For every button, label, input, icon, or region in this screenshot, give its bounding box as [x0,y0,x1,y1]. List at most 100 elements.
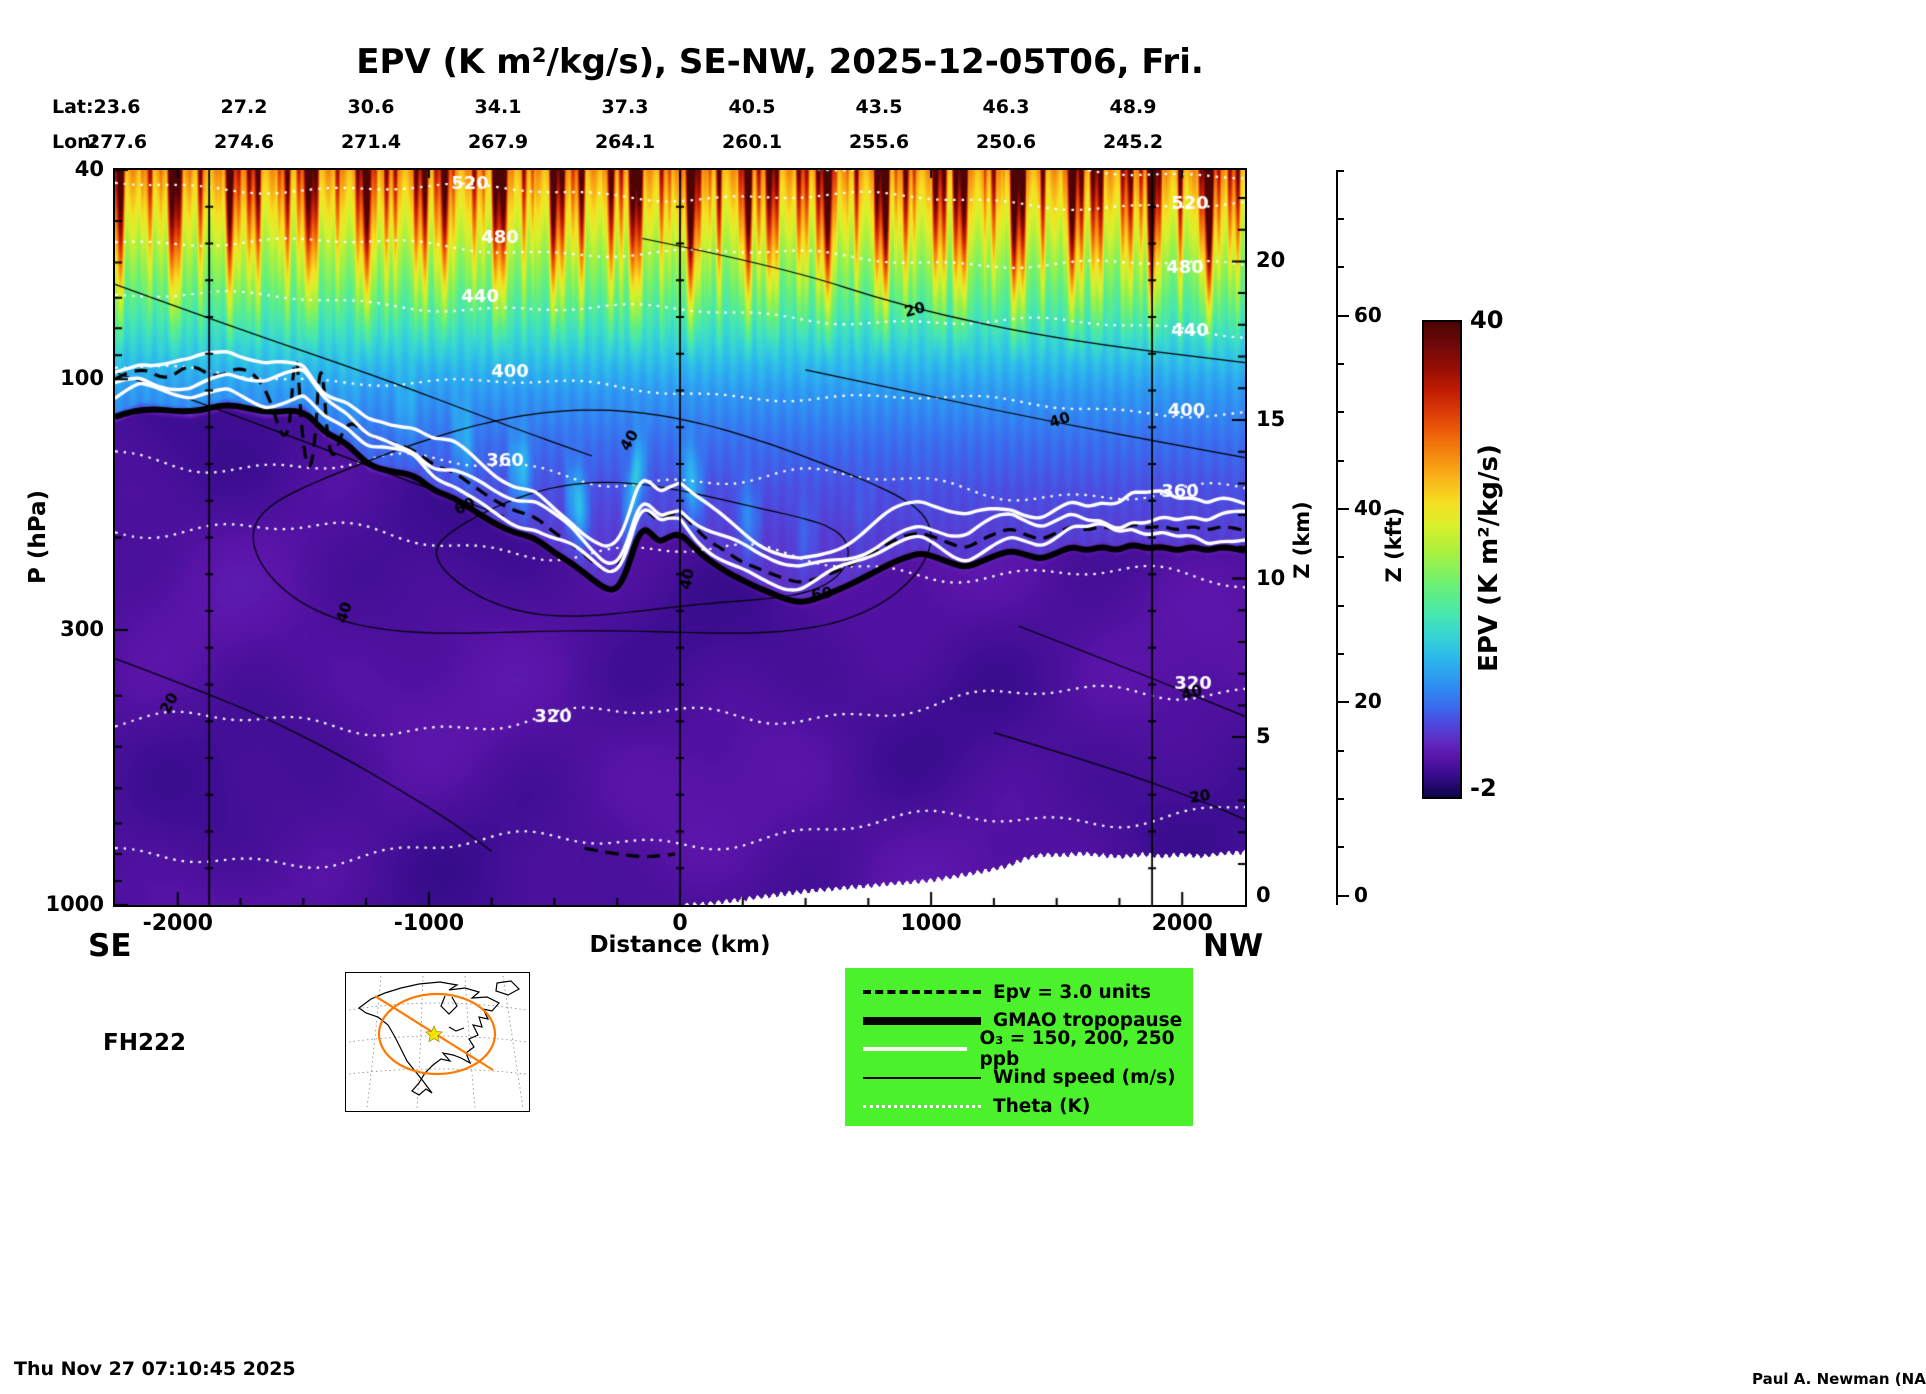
zkft-axis-line [1336,170,1338,905]
legend-item: O₃ = 150, 200, 250 ppb [863,1028,1193,1070]
lon-value: 277.6 [86,131,148,153]
zkft-tick-label: 40 [1354,496,1382,521]
zkft-tick [1338,556,1344,559]
pressure-tick-label: 1000 [45,892,104,916]
legend-line-sample [863,1047,968,1052]
lat-value: 48.9 [1109,96,1157,118]
lat-row: 23.6 27.2 30.6 34.1 37.3 40.5 43.5 46.3 48.9 [94,96,1245,120]
zkft-tick [1338,894,1349,897]
legend-line-sample [863,1104,981,1108]
pressure-tick-label: 100 [60,366,104,391]
distance-tick-label: -1000 [393,911,465,936]
center-star-icon [425,1025,443,1043]
legend-item: Theta (K) [863,1092,1193,1121]
lat-value: 37.3 [601,96,649,118]
zkm-tick-label: 0 [1256,882,1271,907]
legend: Epv = 3.0 units GMAO tropopause O₃ = 150, … [845,968,1193,1126]
zkm-axis-title: Z (km) [1290,501,1314,579]
lon-value: 271.4 [340,131,402,153]
zkft-tick [1338,604,1344,607]
zkm-tick-label: 15 [1256,406,1286,431]
lat-value: 30.6 [347,96,395,118]
colorbar [1422,320,1462,799]
zkft-tick [1338,653,1344,656]
pressure-axis-title: P (hPa) [25,489,51,585]
lon-value: 255.6 [848,131,910,153]
legend-line-sample [863,990,981,995]
lon-row: 277.6 274.6 271.4 267.9 264.1 260.1 255.6 250.6… [87,131,1245,155]
zkft-tick-label: 0 [1354,882,1368,907]
lon-prefix: Lon: [52,131,99,153]
legend-item: GMAO tropopause [863,1007,1193,1036]
zkft-tick [1338,846,1344,849]
zkft-tick [1338,363,1344,366]
lat-value: 23.6 [93,96,141,118]
run-id-label: FH222 [103,1030,186,1056]
lon-value: 250.6 [975,131,1037,153]
zkft-tick [1338,508,1349,511]
epv-heatmap-canvas [115,170,1245,905]
colorbar-min-label: -2 [1470,774,1497,802]
plot-area [113,168,1247,907]
pressure-tick-label: 300 [60,617,104,642]
zkft-tick [1338,411,1344,414]
legend-item-label: GMAO tropopause [993,1010,1183,1032]
colorbar-max-label: 40 [1470,306,1504,334]
legend-item: Wind speed (m/s) [863,1064,1193,1093]
zkft-tick [1338,749,1344,752]
zkft-axis: 0 20 40 60 [1336,169,1416,907]
lat-prefix: Lat: [52,96,94,118]
se-endpoint-label: SE [88,928,132,964]
zkft-tick-label: 60 [1354,302,1382,327]
cross-section-ellipse [377,992,497,1076]
map-inset [345,972,530,1112]
lat-value: 43.5 [855,96,903,118]
lon-value: 274.6 [213,131,275,153]
lon-value: 245.2 [1102,131,1164,153]
pressure-axis-labels: 40 100 300 1000 [20,157,108,916]
lon-value: 260.1 [721,131,783,153]
distance-tick-label: 0 [672,911,688,936]
zkft-tick [1338,218,1344,221]
zkft-tick [1338,701,1349,704]
distance-axis-title: Distance (km) [589,932,771,958]
pressure-tick-label: 40 [74,157,104,181]
zkft-tick-label: 20 [1354,689,1382,714]
chart-title: EPV (K m²/kg/s), SE-NW, 2025-12-05T06, F… [356,42,1204,82]
zkm-tick-label: 10 [1256,565,1286,590]
legend-item: Epv = 3.0 units [863,978,1193,1007]
legend-item-label: Wind speed (m/s) [993,1067,1176,1089]
colorbar-title: EPV (K m²/kg/s) [1474,444,1504,672]
zkft-tick [1338,314,1349,317]
zkm-axis-labels: 0 5 10 15 20 [1256,170,1306,907]
zkft-tick [1338,266,1344,269]
legend-item-label: O₃ = 150, 200, 250 ppb [979,1028,1175,1071]
lat-value: 40.5 [728,96,776,118]
legend-line-sample [863,1076,981,1079]
lat-value: 34.1 [474,96,522,118]
zkft-tick [1338,459,1344,462]
legend-line-sample [863,1016,981,1025]
zkm-tick-label: 20 [1256,248,1286,273]
legend-item-label: Epv = 3.0 units [993,981,1152,1003]
legend-item-label: Theta (K) [993,1095,1091,1117]
distance-tick-label: 2000 [1151,911,1213,936]
author-credit: Paul A. Newman (NASA [1752,1370,1926,1388]
lat-value: 46.3 [982,96,1030,118]
zkft-tick [1338,798,1344,800]
zkm-tick-label: 5 [1256,724,1271,749]
lon-value: 267.9 [467,131,529,153]
distance-axis-labels: -2000 -1000 0 1000 2000 [115,911,1245,937]
lon-value: 264.1 [594,131,656,153]
distance-tick-label: -2000 [142,911,213,936]
colorbar-gradient-canvas [1424,322,1460,797]
map-inset-svg [345,972,530,1112]
distance-tick-label: 1000 [900,911,962,936]
map-graticule [348,975,527,1109]
lat-value: 27.2 [220,96,268,118]
zkft-tick [1338,169,1344,172]
creation-timestamp: Thu Nov 27 07:10:45 2025 [14,1358,296,1380]
nw-endpoint-label: NW [1203,928,1264,964]
zkft-axis-title: Z (kft) [1382,507,1406,583]
